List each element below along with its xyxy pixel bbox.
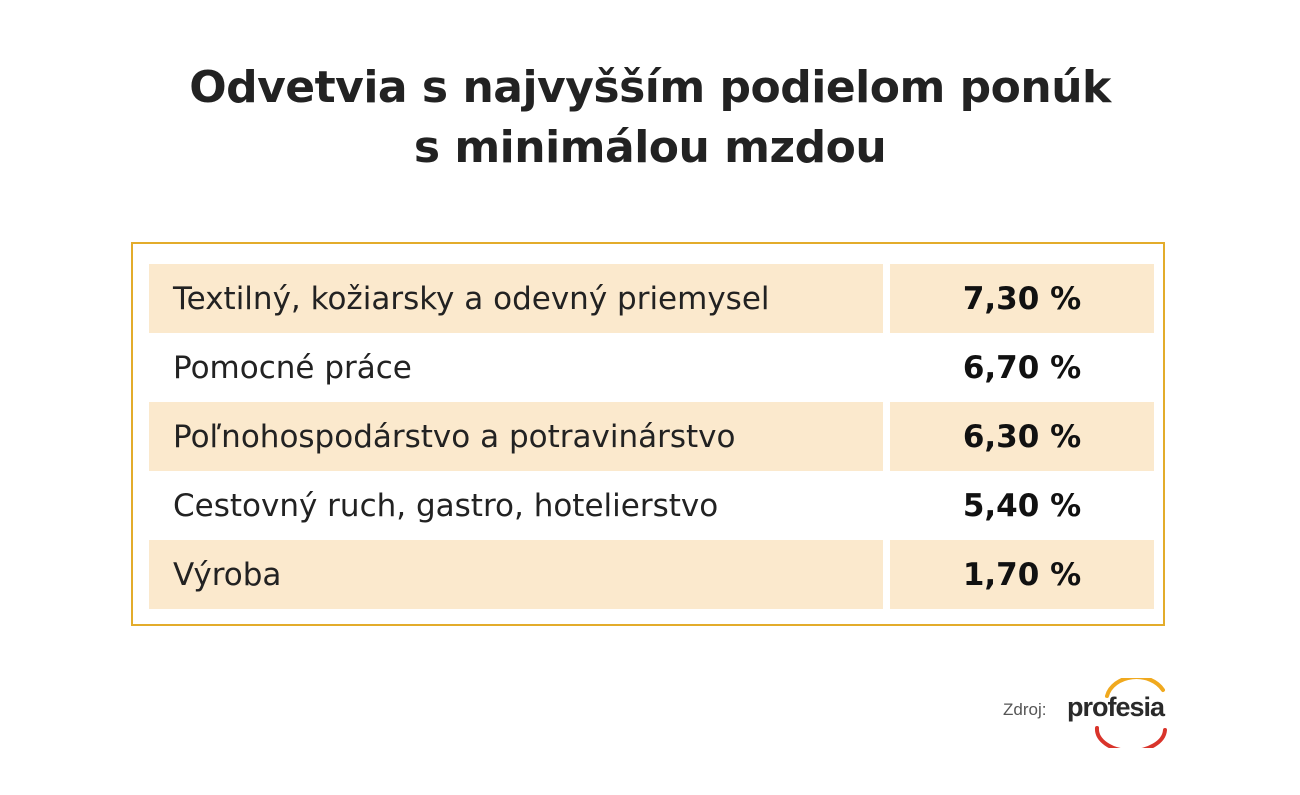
table-row: Cestovný ruch, gastro, hotelierstvo 5,40 … (149, 471, 1154, 540)
source-attribution: Zdroj: profesia (1003, 678, 1173, 748)
chart-title-line-1: Odvetvia s najvyšším podielom ponúk (189, 62, 1111, 113)
source-label: Zdroj: (1003, 700, 1047, 719)
row-value: 6,70 % (962, 349, 1082, 386)
table-row: Poľnohospodárstvo a potravinárstvo 6,30 % (149, 402, 1154, 471)
row-label: Výroba (149, 540, 883, 609)
table-row: Výroba 1,70 % (149, 540, 1154, 609)
profesia-logo: profesia (1059, 678, 1173, 748)
chart-title-line-2: s minimálou mzdou (413, 122, 887, 173)
logo-arcs-icon (1094, 678, 1167, 748)
row-value: 5,40 % (962, 487, 1082, 524)
logo-text: profesia (1067, 692, 1165, 722)
chart-title: Odvetvia s najvyšším podielom ponúk s mi… (0, 58, 1300, 178)
data-table: Textilný, kožiarsky a odevný priemysel 7,… (149, 264, 1154, 609)
row-value: 7,30 % (890, 264, 1154, 333)
row-label: Pomocné práce (173, 349, 412, 386)
row-label: Poľnohospodárstvo a potravinárstvo (149, 402, 883, 471)
table-row: Textilný, kožiarsky a odevný priemysel 7,… (149, 264, 1154, 333)
row-value: 1,70 % (890, 540, 1154, 609)
table-row: Pomocné práce 6,70 % (149, 333, 1154, 402)
table-frame (131, 242, 1165, 626)
row-value: 6,30 % (890, 402, 1154, 471)
row-label: Cestovný ruch, gastro, hotelierstvo (173, 487, 719, 524)
row-label: Textilný, kožiarsky a odevný priemysel (149, 264, 883, 333)
